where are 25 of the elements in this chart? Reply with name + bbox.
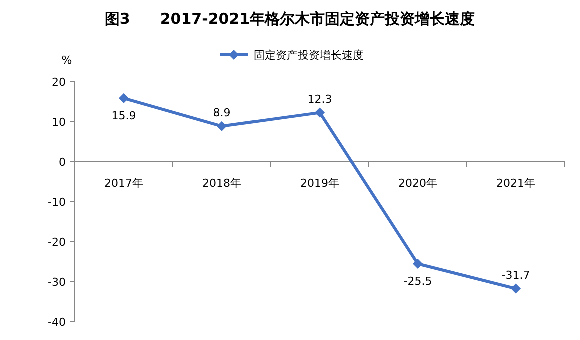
x-tick-label: 2021年 (496, 177, 536, 190)
x-tick-label: 2017年 (104, 177, 144, 190)
point (511, 284, 521, 294)
point (217, 121, 227, 132)
y-tick-label: 20 (52, 76, 66, 89)
point (315, 108, 325, 118)
data-label: 8.9 (213, 106, 231, 120)
data-label: 12.3 (308, 92, 332, 106)
legend-label: 固定资产投资增长速度 (254, 49, 364, 62)
y-tick-label: -30 (48, 276, 66, 289)
chart-title: 图3 2017-2021年格尔木市固定资产投资增长速度 (104, 10, 476, 28)
y-tick-label: -20 (48, 236, 66, 249)
y-tick-label: 10 (52, 116, 66, 129)
x-tick-label: 2020年 (398, 177, 438, 190)
point (413, 259, 423, 269)
y-tick-label: -40 (48, 316, 66, 329)
data-label: 15.9 (112, 109, 136, 122)
x-tick-label: 2018年 (202, 177, 242, 190)
data-label: -25.5 (404, 275, 432, 288)
y-tick-label: 0 (59, 156, 66, 169)
data-label: -31.7 (502, 268, 530, 282)
y-axis-title: % (62, 54, 72, 67)
point (119, 93, 129, 104)
x-tick-label: 2019年 (300, 177, 340, 190)
y-tick-label: -10 (48, 196, 66, 209)
